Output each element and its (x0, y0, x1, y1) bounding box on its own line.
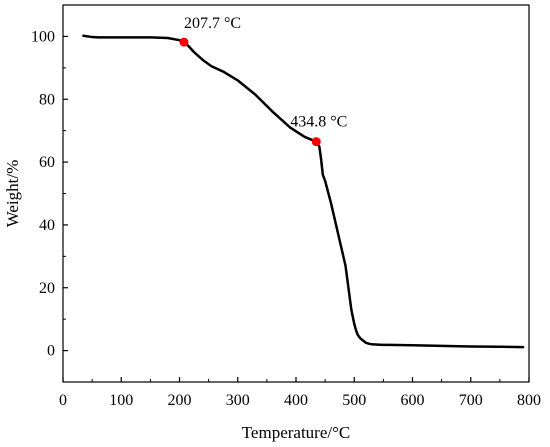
x-axis-label: Temperature/°C (242, 423, 351, 442)
x-tick-label: 0 (59, 392, 67, 409)
onset-marker (179, 37, 189, 47)
markers-layer: 207.7 °C 434.8 °C (179, 15, 347, 147)
x-tick-label: 600 (401, 392, 425, 409)
y-tick-label: 80 (39, 91, 55, 108)
ticks-layer: 0 100 200 300 400 500 600 700 800 0 20 40 60 80 100 (31, 28, 541, 409)
onset-annotation: 434.8 °C (290, 114, 347, 131)
y-axis-label: Weight/% (3, 160, 22, 228)
y-tick-label: 100 (31, 28, 55, 45)
y-tick-label: 40 (39, 217, 55, 234)
onset-annotation: 207.7 °C (184, 15, 241, 32)
onset-marker (311, 137, 321, 147)
y-tick-label: 60 (39, 154, 55, 171)
plot-frame (62, 4, 530, 383)
x-tick-label: 800 (517, 392, 541, 409)
x-tick-label: 200 (168, 392, 192, 409)
x-tick-label: 400 (284, 392, 308, 409)
y-tick-label: 0 (47, 343, 55, 360)
x-tick-label: 500 (342, 392, 366, 409)
series-line-weight (82, 34, 525, 349)
y-tick-label: 20 (39, 280, 55, 297)
x-tick-label: 700 (459, 392, 483, 409)
x-tick-label: 100 (109, 392, 133, 409)
x-tick-label: 300 (226, 392, 250, 409)
